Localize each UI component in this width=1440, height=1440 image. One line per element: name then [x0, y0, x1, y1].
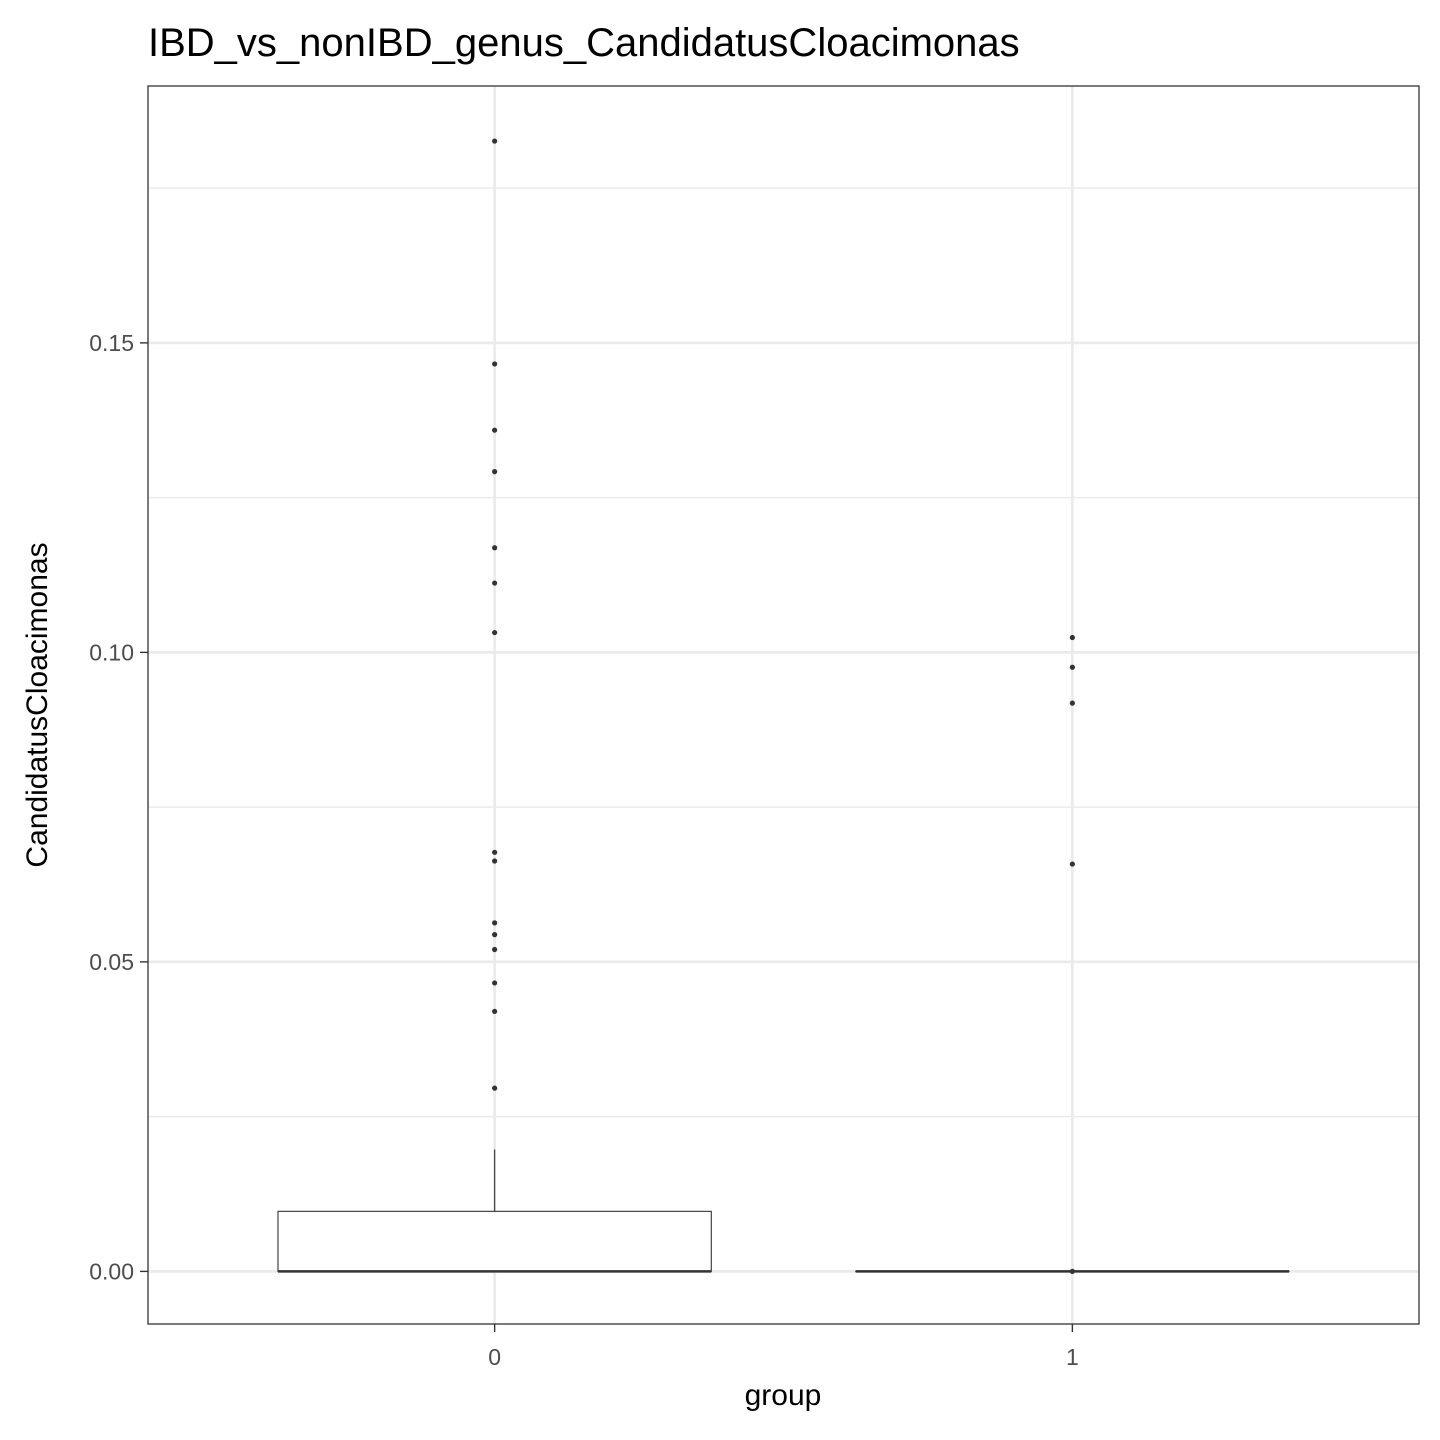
outlier-point — [1069, 861, 1075, 867]
outlier-point — [492, 427, 498, 433]
outlier-point — [492, 946, 498, 953]
x-tick-label: 1 — [1066, 1344, 1079, 1370]
y-tick-label: 0.15 — [89, 330, 134, 356]
y-axis: 0.00 0.05 0.10 0.15 — [89, 330, 148, 1284]
outlier-point — [1069, 664, 1075, 670]
outlier-point — [492, 469, 498, 475]
outlier-point — [492, 1008, 498, 1015]
panel-border — [147, 85, 1420, 1325]
y-tick-label: 0.00 — [89, 1258, 134, 1284]
outlier-point — [492, 849, 498, 855]
major-gridlines — [148, 86, 1419, 1324]
outlier-points — [492, 138, 1075, 1274]
minor-gridlines — [148, 187, 1419, 1118]
boxes — [277, 1149, 1290, 1273]
box-0 — [277, 1149, 712, 1273]
outlier-point — [492, 980, 498, 986]
chart-title: IBD_vs_nonIBD_genus_CandidatusCloacimona… — [148, 21, 1020, 65]
outlier-point — [1069, 634, 1075, 641]
outlier-point — [492, 629, 498, 636]
outlier-point — [1069, 1268, 1075, 1274]
y-axis-title: CandidatusCloacimonas — [21, 542, 54, 867]
outlier-point — [492, 580, 498, 586]
outlier-point — [492, 932, 498, 938]
x-tick-label: 0 — [488, 1344, 501, 1370]
outlier-point — [492, 858, 498, 864]
outlier-point — [1069, 700, 1075, 706]
outlier-point — [492, 361, 498, 367]
outlier-point — [492, 1085, 498, 1091]
x-axis-title: group — [745, 1379, 822, 1412]
y-tick-label: 0.10 — [89, 639, 134, 665]
outlier-point — [492, 920, 498, 926]
y-tick-label: 0.05 — [89, 949, 134, 975]
outlier-point — [492, 545, 498, 551]
box-body — [277, 1210, 712, 1272]
outlier-point — [492, 138, 498, 144]
